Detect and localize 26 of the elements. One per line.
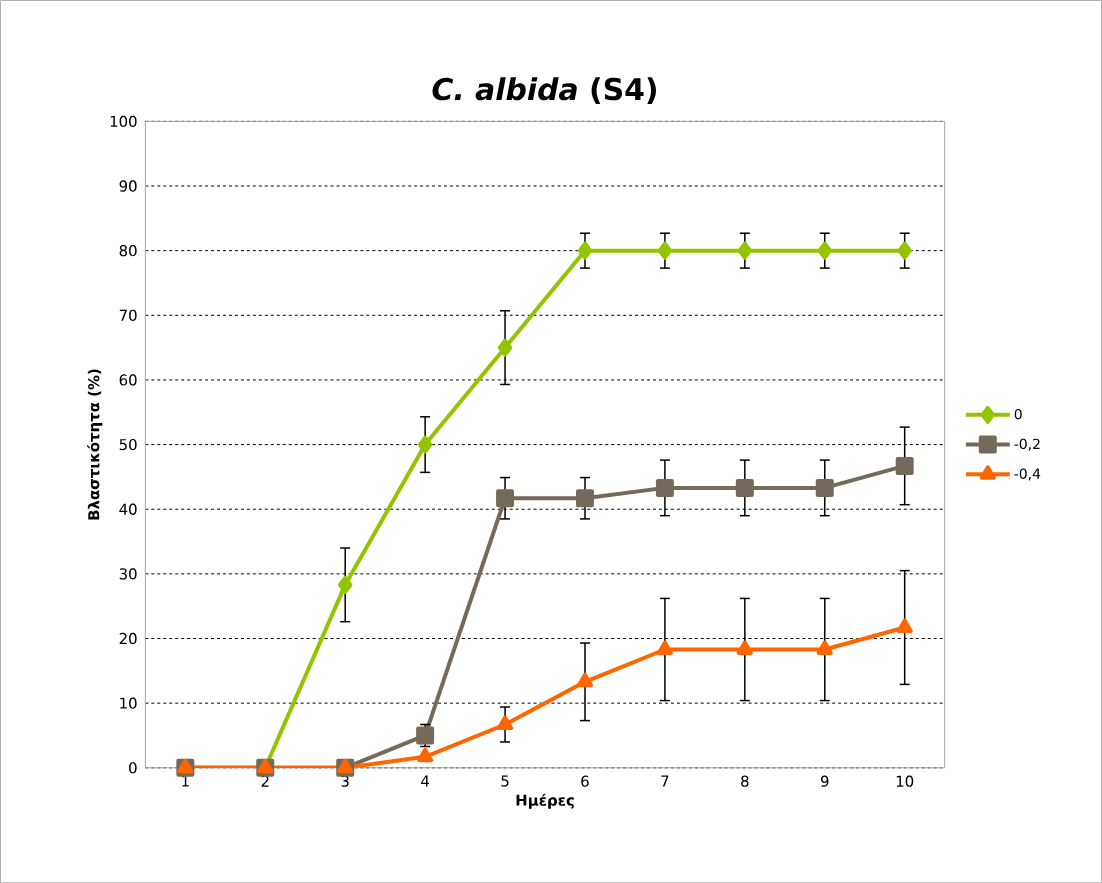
x-tick-label: 9: [820, 775, 829, 787]
x-tick-label: 4: [421, 775, 430, 787]
y-tick-label: 70: [119, 309, 137, 321]
legend-label: -0,4: [1014, 468, 1041, 481]
chart-title: C. albida (S4): [432, 77, 657, 104]
x-tick-label: 6: [581, 775, 589, 787]
y-tick-label: 0: [129, 762, 137, 774]
x-axis-title: Ημέρες: [516, 793, 574, 809]
x-tick-label: 8: [741, 775, 749, 787]
y-tick-label: 20: [119, 632, 137, 645]
y-axis-title: Βλαστικότητα (%): [87, 369, 103, 520]
y-tick-label: 30: [119, 568, 137, 580]
y-tick-label: 40: [119, 503, 137, 515]
y-tick-label: 10: [120, 697, 137, 709]
x-tick-label: 10: [896, 775, 914, 787]
y-tick-label: 80: [119, 244, 137, 257]
legend-label: -0,2: [1014, 438, 1040, 451]
x-tick-label: 2: [261, 775, 269, 787]
y-tick-label: 60: [119, 374, 137, 386]
x-tick-label: 3: [341, 775, 349, 787]
legend-label: 0: [1014, 408, 1022, 420]
x-tick-label: 7: [661, 775, 669, 787]
x-tick-label: 5: [501, 775, 509, 787]
y-tick-label: 50: [119, 438, 137, 451]
y-tick-label: 90: [119, 180, 137, 192]
y-tick-label: 100: [110, 115, 137, 127]
